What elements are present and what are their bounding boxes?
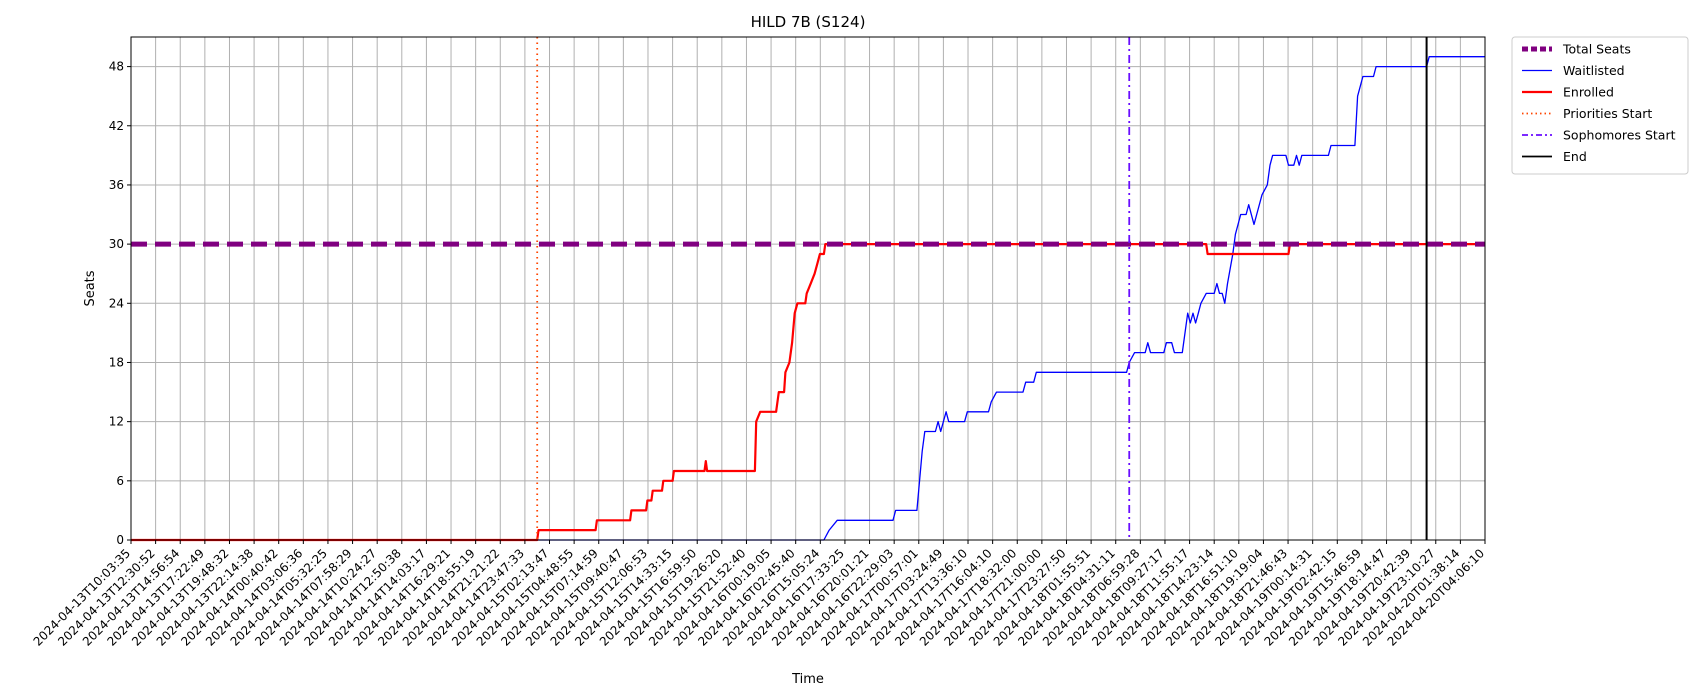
- legend-box: [1511, 36, 1689, 175]
- legend-label: End: [1563, 149, 1587, 164]
- y-tick-label: 12: [109, 415, 124, 429]
- y-tick-label: 36: [109, 178, 124, 192]
- series-layer: [131, 56, 1485, 542]
- vertical-markers: [536, 37, 1428, 540]
- y-tick-label: 18: [109, 355, 124, 369]
- y-tick-label: 42: [109, 119, 124, 133]
- y-tick-label: 48: [109, 60, 124, 74]
- x-axis-title: Time: [791, 672, 824, 687]
- y-tick-label: 30: [109, 237, 124, 251]
- y-tick-label: 24: [109, 296, 124, 310]
- y-axis: 0 6 12 18 24 30 36 42 48: [109, 60, 131, 547]
- y-tick-label: 6: [116, 474, 124, 488]
- legend-label: Total Seats: [1562, 42, 1631, 57]
- x-axis: 2024-04-13T10:03:352024-04-13T12:30:5220…: [31, 540, 1487, 649]
- series-line-waitlisted: [131, 56, 1485, 541]
- y-axis-title: Seats: [83, 270, 98, 306]
- legend-label: Enrolled: [1563, 85, 1614, 100]
- plot-area-frame: [130, 36, 1486, 541]
- legend: Total Seats Waitlisted Enrolled Priorities …: [1511, 36, 1689, 175]
- series-line-enrolled: [131, 243, 1485, 542]
- chart-title: HILD 7B (S124): [751, 13, 866, 31]
- legend-label: Sophomores Start: [1563, 128, 1676, 143]
- legend-label: Waitlisted: [1563, 63, 1625, 78]
- y-tick-label: 0: [116, 533, 124, 547]
- legend-label: Priorities Start: [1563, 106, 1652, 121]
